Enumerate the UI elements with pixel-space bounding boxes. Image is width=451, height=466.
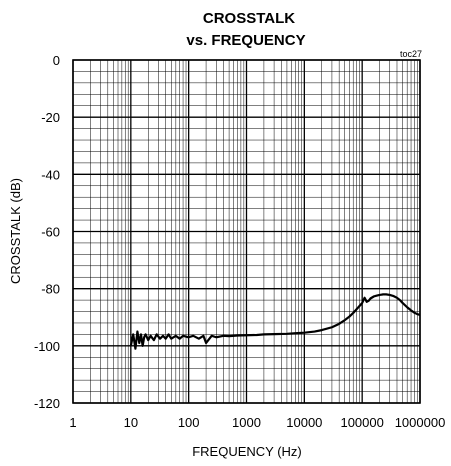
y-tick-label: -60 [41,225,60,240]
figure-tag: toc27 [400,49,422,59]
crosstalk-series-line [129,293,421,350]
x-axis-label: FREQUENCY (Hz) [192,444,302,459]
y-tick-label: 0 [53,53,60,68]
y-tick-label: -80 [41,282,60,297]
x-tick-labels: 1 10 100 1000 10000 100000 1000000 [69,415,445,430]
y-tick-label: -100 [34,339,60,354]
y-axis-label: CROSSTALK (dB) [8,178,23,284]
x-tick-label: 100 [178,415,200,430]
x-tick-label: 10000 [286,415,322,430]
y-tick-label: -40 [41,167,60,182]
chart-title: CROSSTALK [203,10,295,27]
y-tick-label: -120 [34,396,60,411]
x-tick-label: 1000 [232,415,261,430]
chart-subtitle: vs. FREQUENCY [186,32,305,49]
plot-area-frame [72,59,421,404]
y-tick-labels: 0 -20 -40 -60 -80 -100 -120 [34,53,60,411]
grid [72,59,421,404]
series-layer [129,293,421,350]
x-tick-label: 1000000 [395,415,446,430]
x-tick-label: 100000 [340,415,383,430]
x-tick-label: 10 [124,415,138,430]
y-tick-label: -20 [41,110,60,125]
x-tick-label: 1 [69,415,76,430]
